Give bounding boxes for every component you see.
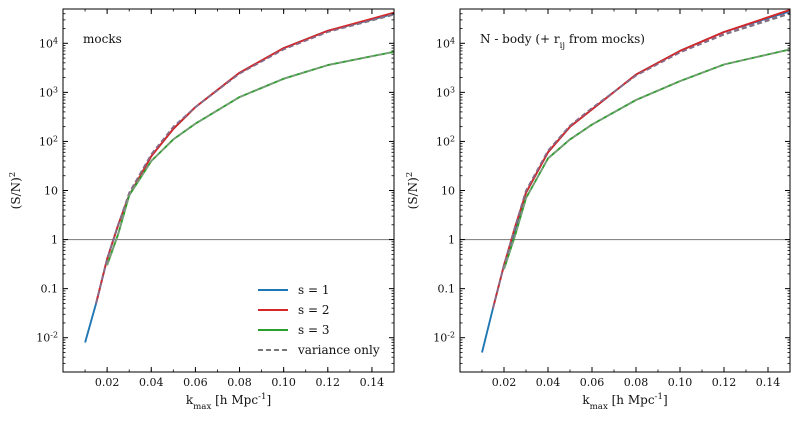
panel-nbody: 0.02 0.04 0.06 0.08 0.10 0.12 0.14 10-2 0.1 1 10 10…	[405, 8, 791, 412]
legend-label-2: s = 3	[298, 323, 329, 337]
panel-annotation: N - body (+ rij from mocks)	[480, 32, 645, 51]
y-tick-label: 0.1	[438, 283, 456, 296]
x-tick-label: 0.14	[756, 376, 781, 389]
legend-label-1: s = 2	[298, 303, 329, 317]
x-tick-label: 0.08	[227, 376, 252, 389]
y-axis-label: (S/N)2	[8, 172, 23, 210]
y-tick-label: 102	[39, 134, 58, 149]
x-tick-label: 0.04	[139, 376, 164, 389]
series-group	[481, 9, 790, 353]
x-axis-label: kmax [h Mpc-1]	[186, 392, 271, 412]
y-tick-label: 1	[448, 234, 455, 247]
x-tick-label: 0.06	[183, 376, 208, 389]
y-tick-label: 10-2	[433, 330, 455, 345]
series-line-3	[492, 13, 790, 309]
panel-annotation: mocks	[83, 32, 122, 46]
y-tick-label: 1	[51, 234, 58, 247]
series-line-0	[481, 10, 790, 353]
series-line-3	[95, 14, 394, 304]
series-line-2	[503, 48, 790, 270]
series-line-4	[492, 11, 790, 309]
axes-frame	[62, 8, 395, 373]
series-line-2	[106, 50, 394, 266]
y-tick-label: 104	[39, 36, 58, 51]
series-line-1	[95, 11, 394, 304]
y-tick-label: 104	[436, 36, 455, 51]
series-group	[84, 11, 394, 343]
legend-label-3: variance only	[297, 343, 380, 357]
axes-frame	[459, 8, 791, 373]
x-tick-label: 0.10	[271, 376, 296, 389]
y-tick-label: 0.1	[41, 283, 59, 296]
legend-label-0: s = 1	[298, 283, 329, 297]
x-tick-label: 0.12	[712, 376, 737, 389]
x-tick-label: 0.02	[95, 376, 120, 389]
y-tick-label: 10	[44, 185, 58, 198]
series-line-1	[492, 9, 790, 309]
y-axis-label: (S/N)2	[405, 172, 420, 210]
x-tick-label: 0.06	[580, 376, 605, 389]
y-tick-label: 10-2	[36, 330, 58, 345]
panel-mocks: 0.02 0.04 0.06 0.08 0.10 0.12 0.14 10-2 0.1 1 10 10…	[8, 8, 395, 412]
legend: s = 1 s = 2 s = 3 variance only	[258, 283, 380, 357]
x-tick-label: 0.02	[492, 376, 517, 389]
x-tick-label: 0.08	[624, 376, 649, 389]
y-tick-label: 102	[436, 134, 455, 149]
series-line-0	[84, 12, 394, 343]
y-tick-label: 103	[39, 85, 58, 100]
y-tick-label: 103	[436, 85, 455, 100]
series-line-4	[95, 13, 394, 304]
x-tick-label: 0.14	[360, 376, 385, 389]
x-tick-label: 0.12	[316, 376, 341, 389]
x-axis-label: kmax [h Mpc-1]	[582, 392, 667, 412]
x-tick-label: 0.10	[668, 376, 693, 389]
series-line-5	[503, 48, 790, 270]
y-tick-label: 10	[441, 185, 455, 198]
x-tick-label: 0.04	[536, 376, 561, 389]
